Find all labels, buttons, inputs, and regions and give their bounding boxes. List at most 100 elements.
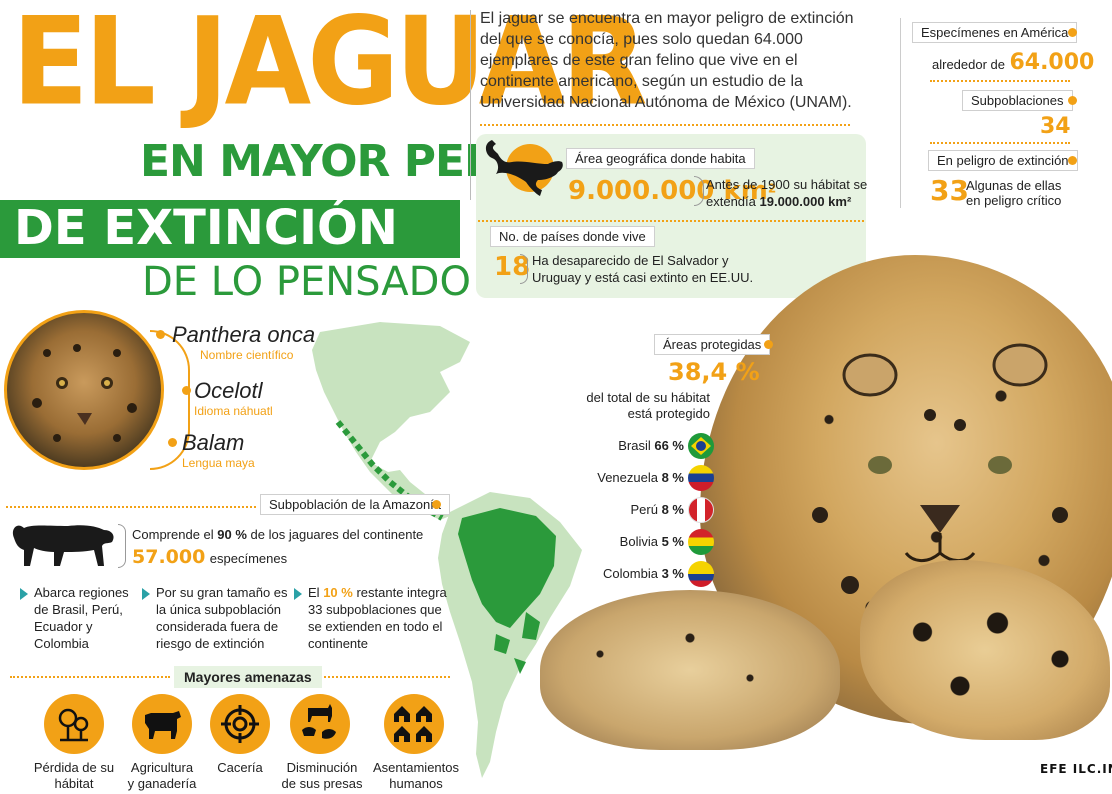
threat-label-line: Cacería (217, 760, 263, 775)
venezuela-flag (688, 465, 714, 491)
threat-label-line: de sus presas (281, 776, 363, 791)
protected-note-line: del total de su hábitat (586, 390, 710, 405)
protected-label: Áreas protegidas (654, 334, 771, 355)
bullet-line: 33 subpoblaciones que (308, 602, 442, 617)
area-note-prefix: extendía (706, 194, 756, 209)
area-note-line: Antes de 1900 su hábitat se (706, 177, 868, 192)
name-item: Ocelotl Idioma náhuatl (194, 378, 273, 418)
threat-circle (210, 694, 270, 754)
bullet-line: considerada fuera de (156, 619, 279, 634)
endangered-note: Algunas de ellas en peligro crítico (966, 178, 1061, 208)
country-row: Brasil 66 % (560, 438, 684, 453)
threat-label-line: Agricultura (130, 760, 194, 775)
bracket (118, 524, 126, 568)
bullet-dot (182, 386, 191, 395)
specimens-prefix: alrededor de (932, 57, 1005, 72)
bullet-dot (1068, 96, 1077, 105)
bullet-line: continente (308, 636, 368, 651)
bullet-line: riesgo de extinción (156, 636, 265, 651)
threat-label-line: hábitat (54, 776, 94, 791)
countries-note-line: Ha desaparecido de El Salvador y (532, 253, 729, 268)
name-text: Panthera onca (172, 322, 316, 347)
amazon-text-prefix: Comprende el (132, 527, 214, 542)
country-row: Bolivia 5 % (560, 534, 684, 549)
country-pct: 3 % (661, 566, 684, 581)
country-name: Bolivia (619, 534, 658, 549)
prey-icon (302, 704, 336, 739)
threat-label-line: y ganadería (127, 776, 197, 791)
bullet-dot (1068, 156, 1077, 165)
threat-circle (290, 694, 350, 754)
north-america-shape (312, 322, 470, 520)
threat-label-line: Disminución (286, 760, 358, 775)
amazon-specimens-word: especímenes (209, 551, 288, 566)
protected-note: del total de su hábitat está protegido (586, 390, 710, 422)
bullet-line: Por su gran tamaño es (156, 585, 288, 600)
country-name: Brasil (618, 438, 651, 453)
name-item: Balam Lengua maya (182, 430, 255, 470)
threats-label: Mayores amenazas (174, 666, 322, 688)
jaguar-silhouette-icon (485, 140, 563, 196)
country-pct: 5 % (661, 534, 684, 549)
bullet-line: Ecuador y (34, 619, 93, 634)
bullet-line: Colombia (34, 636, 89, 651)
bullet-line: Abarca regiones (34, 585, 129, 600)
bracket (520, 254, 528, 284)
jaguar-portrait (4, 310, 164, 470)
bullet-dot (168, 438, 177, 447)
endangered-note-line: Algunas de ellas (966, 178, 1062, 193)
bullet-arrow (142, 588, 150, 600)
endangered-note-line: en peligro crítico (966, 193, 1062, 208)
threat-label: Disminución de sus presas (272, 760, 372, 792)
amazon-bullet: Por su gran tamaño es la única subpoblac… (156, 584, 288, 652)
bullet-line: de Brasil, Perú, (34, 602, 123, 617)
name-subtitle: Nombre científico (200, 348, 294, 362)
area-label: Área geográfica donde habita (566, 148, 755, 169)
divider (930, 80, 1070, 82)
subpopulations-label: Subpoblaciones (962, 90, 1073, 111)
divider (930, 142, 1070, 144)
bullet-line: la única subpoblación (156, 602, 282, 617)
threat-label-line: Pérdida de su (33, 760, 115, 775)
houses-icon (394, 706, 432, 742)
country-name: Perú (630, 502, 658, 517)
divider (480, 124, 850, 126)
amazon-specimens-value: 57.000 (132, 546, 206, 568)
title-line-4: DE LO PENSADO (142, 259, 471, 305)
amazon-text-suffix: de los jaguares del continente (250, 527, 424, 542)
amazon-bullet: El 10 % restante integra 33 subpoblacion… (308, 584, 447, 652)
title-line-1: EL JAGUAR (12, 0, 648, 133)
name-subtitle: Lengua maya (182, 456, 255, 470)
crosshair-icon (221, 705, 259, 743)
countries-note: Ha desaparecido de El Salvador y Uruguay… (532, 252, 753, 286)
name-text: Ocelotl (194, 378, 263, 403)
country-pct: 66 % (654, 438, 684, 453)
threat-circle (132, 694, 192, 754)
area-value-row: 9.000.000 km2 (568, 176, 776, 206)
endangered-label: En peligro de extinción (928, 150, 1078, 171)
threat-label-line: Asentamientos (373, 760, 459, 775)
divider (6, 506, 256, 508)
brazil-flag (688, 433, 714, 459)
amazon-text: Comprende el 90 % de los jaguares del co… (132, 526, 423, 543)
country-name: Colombia (603, 566, 658, 581)
threat-label: Agricultura y ganadería (116, 760, 208, 792)
bullet-dot (156, 330, 165, 339)
country-pct: 8 % (661, 502, 684, 517)
tree-icon (58, 708, 89, 742)
amazon-specimens: 57.000 especímenes (132, 546, 287, 568)
title-bar (0, 200, 460, 258)
southern-range (494, 612, 540, 674)
title-line-3: DE EXTINCIÓN (14, 200, 398, 256)
jaguar-face-icon (32, 344, 137, 442)
name-text: Balam (182, 430, 245, 455)
bullet-dot (432, 500, 441, 509)
countries-label: No. de países donde vive (490, 226, 655, 247)
threat-circle (44, 694, 104, 754)
colombia-flag (688, 561, 714, 587)
specimens-value: 64.000 (1009, 50, 1095, 75)
intro-text: El jaguar se encuentra en mayor peligro … (480, 10, 854, 111)
specimens-label: Especímenes en América (912, 22, 1078, 43)
bullet-pct: 10 % (323, 585, 353, 600)
area-note: Antes de 1900 su hábitat se extendía 19.… (706, 176, 867, 210)
